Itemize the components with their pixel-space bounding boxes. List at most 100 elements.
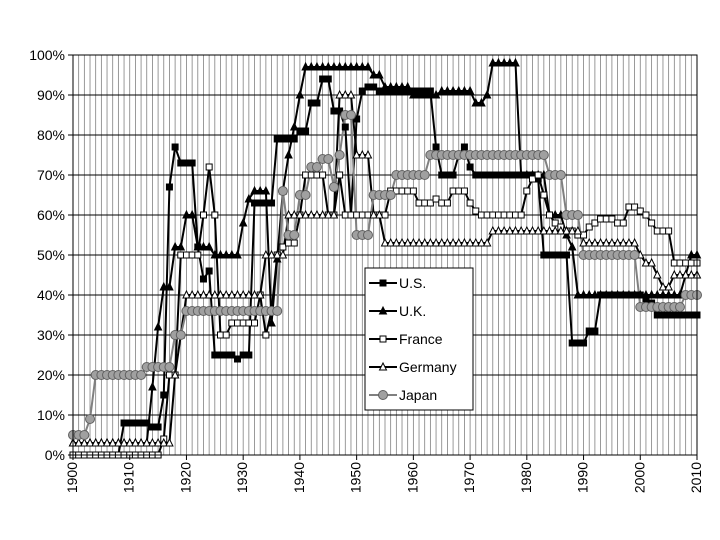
data-point [159,437,169,447]
data-point [607,237,617,247]
data-point [176,241,186,251]
data-point [380,237,390,247]
x-tick-label: 1980 [518,462,534,493]
data-point [516,169,526,179]
data-point [653,227,661,235]
data-point [619,219,627,227]
legend-swatch-marker [378,361,388,371]
data-point [403,81,413,91]
data-point [454,85,464,95]
data-point [261,249,271,259]
data-point [574,339,582,347]
data-point [307,99,315,107]
legend: U.S. U.K. France Germany Japan [364,267,474,411]
data-point [443,237,452,247]
data-point [319,75,327,83]
data-point [437,237,447,247]
data-point [227,249,237,259]
data-point [318,61,327,71]
data-point [443,199,451,207]
data-point [352,149,361,159]
data-point [675,269,685,279]
data-point [494,211,502,219]
data-point [345,110,356,120]
data-point [346,61,356,71]
data-point [324,75,332,83]
data-point [533,225,543,235]
data-point [221,289,231,299]
data-point [659,227,667,235]
data-point [465,85,475,95]
data-point [482,237,492,247]
data-point [312,61,322,71]
data-point [550,225,560,235]
data-point [358,87,366,95]
data-point [182,159,190,167]
data-point [625,203,633,211]
data-point [522,169,532,179]
data-point [585,327,593,335]
data-point [648,219,656,227]
data-point [204,289,214,299]
data-point [477,97,486,107]
x-tick-label: 1960 [404,462,420,493]
data-point [301,209,310,219]
data-point [245,351,253,359]
data-point [687,259,695,267]
data-point [336,171,344,179]
x-tick-label: 1920 [177,462,193,493]
data-point [307,171,315,179]
data-point [591,219,599,227]
data-point [614,219,622,227]
data-point [551,251,559,259]
data-point [302,127,310,135]
data-point [255,289,265,299]
data-point [517,211,525,219]
data-point [674,302,685,312]
data-point [148,437,157,447]
data-point [369,69,378,79]
data-point [165,437,174,447]
data-point [363,61,373,71]
data-point [194,251,202,259]
data-point [540,191,548,199]
data-point [511,211,519,219]
data-point [573,289,583,299]
legend-label: France [399,331,443,347]
data-point [670,259,678,267]
data-point [222,351,230,359]
data-point [669,289,679,299]
data-point [335,89,344,99]
data-point [455,187,463,195]
y-tick-label: 100% [29,47,65,63]
data-point [477,171,485,179]
data-point [460,187,468,195]
y-tick-label: 40% [37,287,65,303]
data-point [419,170,430,180]
data-point [499,225,509,235]
data-point [523,187,531,195]
data-point [216,351,224,359]
data-point [385,190,396,200]
data-point [126,419,134,427]
data-point [404,187,412,195]
data-point [114,437,123,447]
data-point [653,311,661,319]
data-point [652,269,662,279]
data-point [148,423,156,431]
data-point [335,61,344,71]
data-point [591,327,599,335]
x-tick-label: 1940 [291,462,307,493]
data-point [233,249,242,259]
data-point [658,289,668,299]
data-point [273,135,281,143]
data-point [397,237,407,247]
data-point [572,210,583,220]
data-point [171,143,179,151]
data-point [279,135,287,143]
data-point [279,243,287,251]
data-point [409,89,418,99]
data-point [681,269,690,279]
data-point [590,237,600,247]
data-point [211,351,219,359]
